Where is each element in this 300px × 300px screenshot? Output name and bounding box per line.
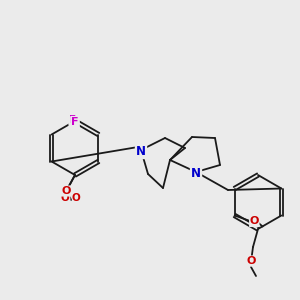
- Text: O: O: [246, 256, 256, 266]
- Text: O: O: [61, 186, 71, 196]
- Text: N: N: [136, 146, 146, 156]
- Text: F: F: [69, 115, 76, 125]
- Text: O: O: [61, 193, 69, 203]
- Text: O: O: [72, 193, 81, 203]
- Text: N: N: [191, 167, 201, 180]
- Text: N: N: [191, 168, 201, 178]
- Text: N: N: [136, 145, 146, 158]
- Text: O: O: [250, 217, 259, 226]
- Text: F: F: [71, 117, 79, 127]
